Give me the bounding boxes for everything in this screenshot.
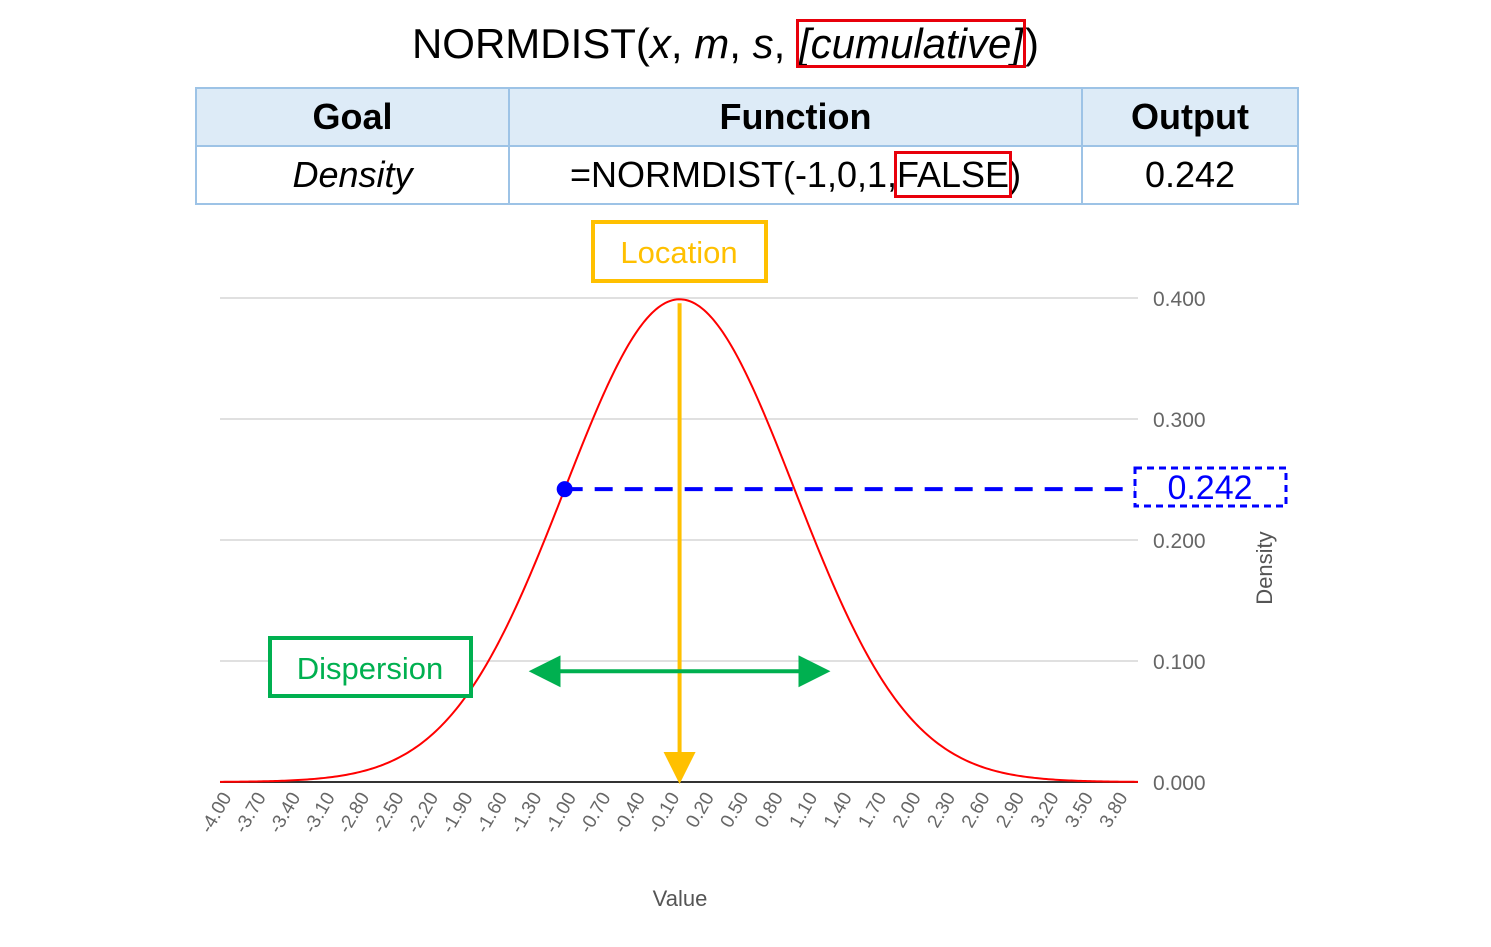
cell-function: =NORMDIST(-1,0,1,FALSE) [508,145,1083,205]
x-tick-label: 0.80 [751,789,788,832]
x-tick-label: 0.20 [682,789,719,832]
density-point [556,481,573,498]
x-tick-label: -1.30 [507,789,547,837]
density-value-label: 0.242 [1167,469,1252,507]
x-tick-label: -1.00 [541,789,581,837]
y-tick-labels: 0.000 0.100 0.200 0.300 0.400 [1153,288,1206,795]
x-tick-labels: -4.00-3.70-3.40-3.10-2.80-2.50-2.20-1.90… [196,789,1132,837]
function-syntax: NORMDIST(x, m, s, [cumulative]) [0,19,1451,68]
function-suffix: ) [1009,154,1022,195]
x-tick-label: 2.90 [992,789,1029,832]
density-curve [219,298,1139,783]
x-tick-label: 1.10 [786,789,823,832]
header-function: Function [508,87,1083,147]
y-tick-label: 0.000 [1153,772,1206,795]
x-tick-label: 0.50 [717,789,754,832]
table-header-row: Goal Function Output [195,87,1299,147]
table-row: Density =NORMDIST(-1,0,1,FALSE) 0.242 [195,145,1299,205]
cell-goal: Density [195,145,510,205]
syntax-arg-s: s [752,20,774,67]
x-tick-label: 3.20 [1027,789,1064,832]
x-tick-label: 2.30 [923,789,960,832]
y-axis-label: Density [1252,531,1277,604]
x-tick-label: -2.50 [369,789,409,837]
x-tick-label: -4.00 [196,789,236,837]
syntax-fn: NORMDIST( [411,20,650,67]
x-tick-label: -0.40 [610,789,650,837]
dispersion-label: Dispersion [297,651,443,686]
function-table: Goal Function Output Density =NORMDIST(-… [195,87,1299,205]
x-tick-label: -3.10 [300,789,340,837]
x-tick-label: -2.20 [403,789,443,837]
x-tick-label: 1.40 [820,789,857,832]
header-goal: Goal [195,87,510,147]
location-callout: Location [591,220,768,283]
y-tick-label: 0.100 [1153,651,1206,674]
syntax-sep-1: , [670,20,695,67]
x-tick-label: -1.60 [472,789,512,837]
dispersion-callout: Dispersion [268,636,473,698]
location-label: Location [620,235,737,270]
x-tick-label: 1.70 [855,789,892,832]
x-tick-label: -0.10 [645,789,685,837]
x-tick-label: 3.50 [1061,789,1098,832]
y-tick-label: 0.300 [1153,409,1206,432]
syntax-close: ) [1025,20,1040,67]
x-tick-label: -2.80 [334,789,374,837]
header-output: Output [1081,87,1299,147]
x-tick-label: 2.60 [958,789,995,832]
syntax-sep-2: , [729,20,753,67]
x-tick-label: 3.80 [1096,789,1133,832]
cell-output: 0.242 [1081,145,1299,205]
x-tick-label: -0.70 [576,789,616,837]
x-axis-label: Value [653,886,708,911]
density-value-callout: 0.242 [1133,466,1288,508]
x-tick-label: 2.00 [889,789,926,832]
y-tick-label: 0.400 [1153,288,1206,311]
x-tick-label: -3.70 [231,789,271,837]
x-tick-label: -3.40 [265,789,305,837]
syntax-arg-m: m [694,20,730,67]
function-flag: FALSE [893,151,1013,198]
syntax-sep-3: , [773,20,797,67]
syntax-arg-x: x [649,20,671,67]
y-tick-label: 0.200 [1153,530,1206,553]
function-prefix: =NORMDIST(-1,0,1, [569,154,897,195]
syntax-arg-cumulative: [cumulative] [795,19,1027,68]
x-tick-label: -1.90 [438,789,478,837]
